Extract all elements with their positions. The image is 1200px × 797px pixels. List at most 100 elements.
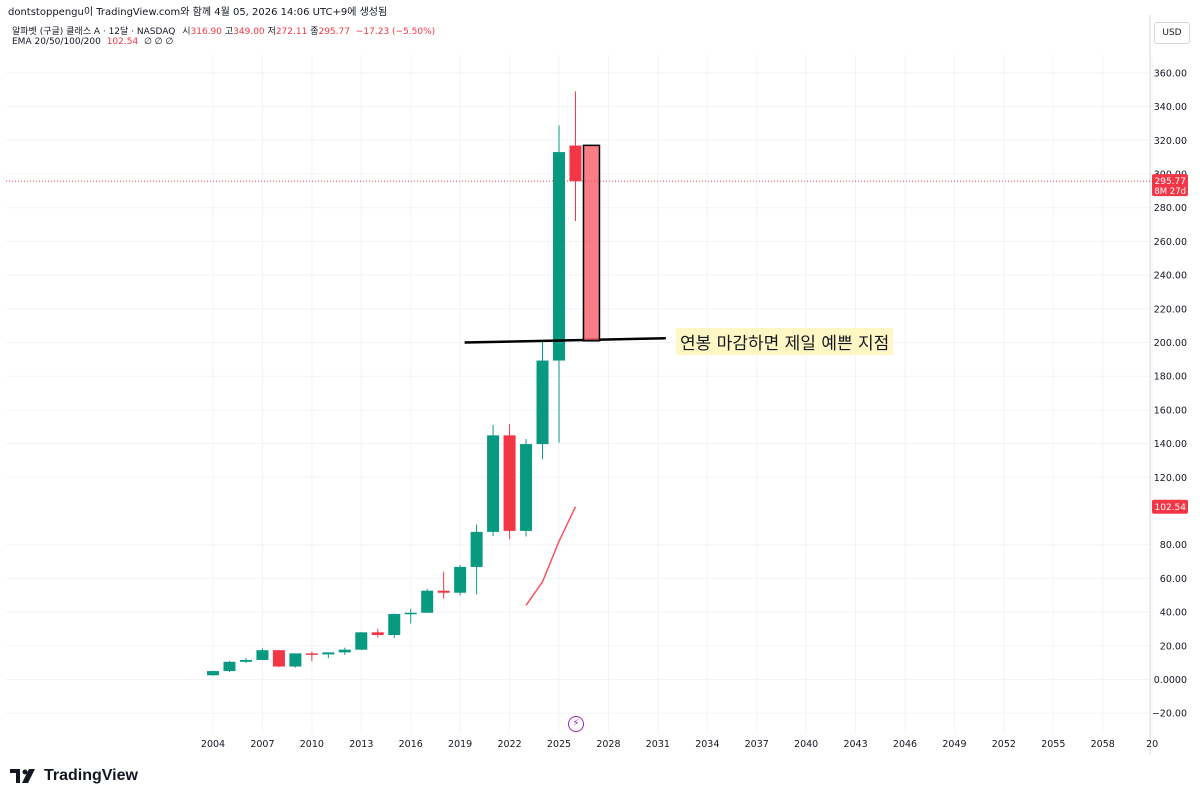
symbol-name[interactable]: 알파벳 (구글) 클래스 A · 12달 · NASDAQ xyxy=(12,27,176,37)
price-tick-label: 120.00 xyxy=(1154,473,1187,484)
high-label: 고 xyxy=(224,27,234,37)
candle-body xyxy=(388,613,401,636)
price-tick-label: 40.00 xyxy=(1160,608,1187,619)
price-tick-label: 180.00 xyxy=(1154,372,1187,383)
price-tick-label: 340.00 xyxy=(1154,102,1187,113)
close-label: 종 xyxy=(310,27,319,37)
candle-2017 xyxy=(421,588,434,613)
candle-body xyxy=(289,653,302,667)
price-tick-label: 20.00 xyxy=(1160,641,1187,652)
candle-2022 xyxy=(503,424,516,540)
price-tick-label: 160.00 xyxy=(1154,405,1187,416)
price-tick-label: 240.00 xyxy=(1154,271,1187,282)
candle-2023 xyxy=(520,439,533,537)
time-tick-label: 2043 xyxy=(843,739,867,750)
candle-2011 xyxy=(322,652,335,659)
change-value: −17.23 (−5.50%) xyxy=(355,27,436,37)
price-tick-label: 320.00 xyxy=(1154,136,1187,147)
time-tick-label: 2052 xyxy=(992,739,1016,750)
low-value: 272.11 xyxy=(275,27,308,37)
time-tick-label: 2034 xyxy=(695,739,719,750)
candle-2004 xyxy=(207,671,219,676)
open-label: 시 xyxy=(182,27,191,37)
candle-body xyxy=(355,632,368,650)
chart-credit: dontstoppengu이 TradingView.com와 함께 4월 05… xyxy=(8,7,388,18)
candle-2015 xyxy=(388,613,401,638)
candle-body xyxy=(520,444,533,531)
candle-body xyxy=(421,590,434,613)
candle-body xyxy=(207,671,219,676)
candle-body xyxy=(437,590,450,593)
candle-body xyxy=(239,659,252,662)
candles xyxy=(207,91,582,676)
time-axis: 2004 2007 2010 2013 2016 2019 2022 2025 2028 2031… xyxy=(201,739,1158,750)
bar-countdown: 8M 27d xyxy=(1154,187,1186,197)
candle-2020 xyxy=(470,524,483,595)
time-tick-label: 2037 xyxy=(745,739,769,750)
chart-annotation[interactable]: 연봉 마감하면 제일 예쁜 지점 xyxy=(676,328,894,355)
last-price-value: 295.77 xyxy=(1155,177,1187,187)
ema-badge: 102.54 xyxy=(1152,499,1188,514)
candle-2008 xyxy=(272,649,285,668)
open-value: 316.90 xyxy=(190,27,223,37)
price-tick-label: −20.00 xyxy=(1152,709,1187,720)
time-tick-label: 2040 xyxy=(794,739,818,750)
candle-body xyxy=(272,650,285,667)
ema-label[interactable]: EMA 20/50/100/200 xyxy=(12,37,101,47)
time-tick-label: 2010 xyxy=(300,739,324,750)
candle-2006 xyxy=(239,657,252,663)
candle-2009 xyxy=(289,653,302,668)
candle-2014 xyxy=(371,628,384,638)
candle-body xyxy=(454,566,467,593)
ema-value: 102.54 xyxy=(106,37,139,47)
price-tick-label: 0.0000 xyxy=(1154,675,1187,686)
candle-body xyxy=(371,632,384,636)
candle-body xyxy=(569,145,582,182)
time-tick-label: 2004 xyxy=(201,739,225,750)
brand-name: TradingView xyxy=(44,767,138,784)
close-value: 295.77 xyxy=(318,27,350,37)
grid-lines xyxy=(6,55,1153,734)
price-tick-label: 260.00 xyxy=(1154,237,1187,248)
price-axis: −20.00 0.0000 20.00 40.00 60.00 80.00 120.00 14… xyxy=(1152,68,1187,719)
tradingview-logo-icon xyxy=(10,769,35,783)
candle-2007 xyxy=(256,648,269,661)
time-tick-label: 2031 xyxy=(646,739,670,750)
currency-button[interactable]: USD xyxy=(1154,22,1190,44)
ema-badge-value: 102.54 xyxy=(1155,503,1187,513)
candle-body xyxy=(256,650,269,660)
time-tick-label: 2058 xyxy=(1091,739,1115,750)
low-label: 저 xyxy=(267,27,276,37)
candle-2024 xyxy=(536,340,549,460)
time-tick-label: 2007 xyxy=(250,739,274,750)
last-price-badge-bg xyxy=(1152,174,1188,197)
time-tick-label: 2013 xyxy=(349,739,373,750)
annotation-trend-line xyxy=(464,337,666,344)
price-tick-label: 360.00 xyxy=(1154,68,1187,79)
ema-20-line xyxy=(525,506,577,606)
candle-2012 xyxy=(338,647,351,655)
price-tick-label: 80.00 xyxy=(1160,540,1187,551)
time-tick-label: 2019 xyxy=(448,739,472,750)
price-tick-label: 280.00 xyxy=(1154,203,1187,214)
candle-2005 xyxy=(223,660,236,672)
candle-body xyxy=(536,360,549,445)
candle-2016 xyxy=(404,608,417,624)
candle-body xyxy=(305,653,318,655)
candle-body xyxy=(223,661,236,672)
time-tick-label: 2046 xyxy=(893,739,917,750)
ema-empty-values: ∅ ∅ ∅ xyxy=(144,37,174,47)
time-tick-label: 2025 xyxy=(547,739,571,750)
candle-body xyxy=(404,612,417,615)
candle-body xyxy=(553,152,565,361)
price-tick-label: 140.00 xyxy=(1154,439,1187,450)
time-tick-label: 20 xyxy=(1146,739,1158,750)
candle-body xyxy=(487,435,500,532)
tradingview-brand: TradingView xyxy=(10,766,138,786)
lightning-icon[interactable]: ⚡ xyxy=(568,716,584,732)
time-tick-label: 2016 xyxy=(399,739,423,750)
ema-badge-bg xyxy=(1152,499,1188,514)
price-tick-label: 200.00 xyxy=(1154,338,1187,349)
candle-2010 xyxy=(305,651,318,662)
